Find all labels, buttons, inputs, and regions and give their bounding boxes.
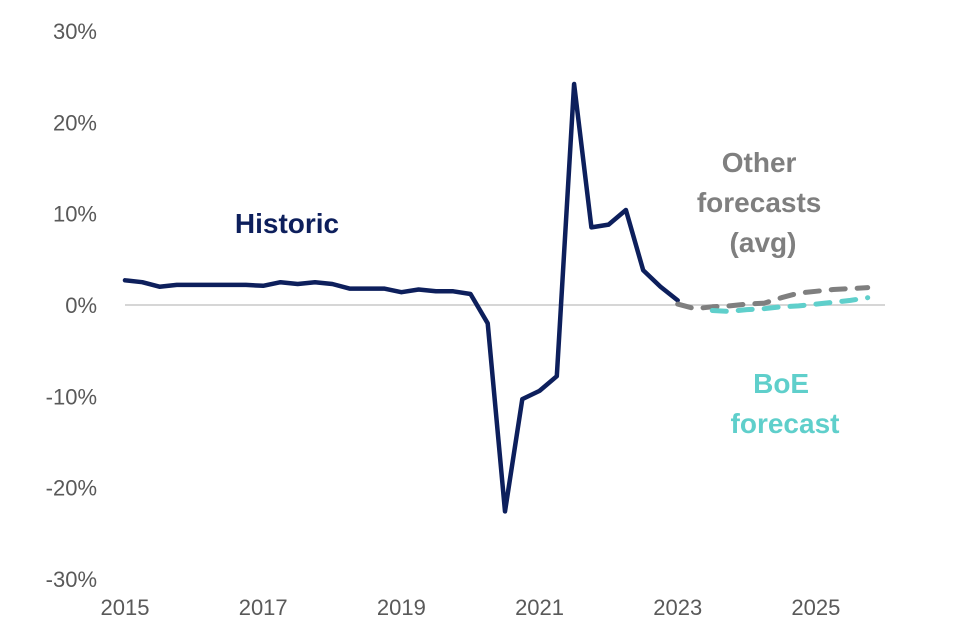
x-axis: 2015 2017 2019 2021 2023 2025 xyxy=(101,595,841,620)
y-tick-label: -10% xyxy=(46,384,97,409)
historic-label-line: Historic xyxy=(235,208,339,239)
x-tick-label: 2019 xyxy=(377,595,426,620)
other-forecasts-label-line-2: forecasts xyxy=(697,187,822,218)
series-line-historic xyxy=(122,81,680,514)
x-tick-label: 2015 xyxy=(101,595,150,620)
y-tick-label: -20% xyxy=(46,476,97,501)
boe-forecast-label-line-2: forecast xyxy=(731,408,840,439)
y-tick-label: 0% xyxy=(65,293,97,318)
y-tick-label: 20% xyxy=(53,110,97,135)
series-line-other-forecasts xyxy=(675,285,871,312)
y-axis: 30% 20% 10% 0% -10% -20% -30% xyxy=(46,19,97,592)
y-tick-label: 30% xyxy=(53,19,97,44)
x-tick-label: 2025 xyxy=(791,595,840,620)
x-tick-label: 2021 xyxy=(515,595,564,620)
other-forecasts-label-line-1: Other xyxy=(722,147,797,178)
series-group xyxy=(122,81,871,514)
historic-label: Historic xyxy=(235,208,339,239)
series-line-boe-forecast xyxy=(709,295,871,314)
x-tick-label: 2017 xyxy=(239,595,288,620)
other-forecasts-label-line-3: (avg) xyxy=(730,227,797,258)
boe-forecast-label-line-1: BoE xyxy=(753,368,809,399)
y-tick-label: 10% xyxy=(53,202,97,227)
y-tick-label: -30% xyxy=(46,567,97,592)
boe-forecast-label: BoE forecast xyxy=(731,368,840,439)
other-forecasts-label: Other forecasts (avg) xyxy=(697,147,829,258)
x-tick-label: 2023 xyxy=(653,595,702,620)
